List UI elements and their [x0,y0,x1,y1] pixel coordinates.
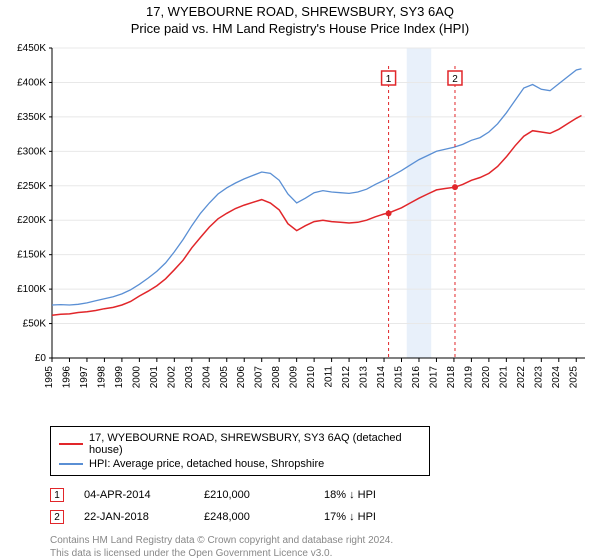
svg-text:2009: 2009 [289,366,300,389]
title-block: 17, WYEBOURNE ROAD, SHREWSBURY, SY3 6AQ … [0,0,600,38]
svg-text:£100K: £100K [17,284,46,295]
svg-text:1: 1 [386,74,392,85]
svg-text:2023: 2023 [533,366,544,389]
svg-text:£50K: £50K [23,319,47,330]
svg-text:2015: 2015 [394,366,405,389]
svg-text:2008: 2008 [271,366,282,389]
svg-text:2002: 2002 [166,366,177,389]
svg-text:2019: 2019 [463,366,474,389]
svg-text:£300K: £300K [17,146,46,157]
svg-text:2012: 2012 [341,366,352,389]
marker-badge-1: 1 [50,488,64,502]
svg-text:2006: 2006 [236,366,247,389]
legend-row-hpi: HPI: Average price, detached house, Shro… [59,457,421,471]
svg-text:£150K: £150K [17,250,46,261]
svg-text:1997: 1997 [79,366,90,389]
svg-text:1998: 1998 [96,366,107,389]
svg-text:£450K: £450K [17,43,46,54]
footer: Contains HM Land Registry data © Crown c… [50,534,600,560]
svg-text:2010: 2010 [306,366,317,389]
marker-row-1: 1 04-APR-2014 £210,000 18% ↓ HPI [50,484,600,506]
chart-area: £0 £50K £100K £150K £200K £250K £300K £350K £400… [0,38,600,420]
legend-box: 17, WYEBOURNE ROAD, SHREWSBURY, SY3 6AQ … [50,426,430,476]
chart-title: 17, WYEBOURNE ROAD, SHREWSBURY, SY3 6AQ [0,4,600,19]
marker-delta-2: 17% ↓ HPI [324,511,424,523]
svg-text:£200K: £200K [17,215,46,226]
svg-text:2007: 2007 [254,366,265,389]
svg-text:2004: 2004 [201,366,212,389]
marker-price-1: £210,000 [204,489,304,501]
legend-swatch-hpi [59,463,83,465]
svg-text:2003: 2003 [184,366,195,389]
marker-date-1: 04-APR-2014 [84,489,184,501]
svg-text:£400K: £400K [17,77,46,88]
legend-label-hpi: HPI: Average price, detached house, Shro… [89,458,324,470]
svg-text:2: 2 [452,74,458,85]
svg-text:2022: 2022 [516,366,527,389]
svg-text:2016: 2016 [411,366,422,389]
marker-row-2: 2 22-JAN-2018 £248,000 17% ↓ HPI [50,506,600,528]
marker-delta-1: 18% ↓ HPI [324,489,424,501]
chart-svg: £0 £50K £100K £150K £200K £250K £300K £350K £400… [0,38,600,428]
svg-text:£0: £0 [35,353,47,364]
legend-label-property: 17, WYEBOURNE ROAD, SHREWSBURY, SY3 6AQ … [89,432,421,456]
svg-text:£250K: £250K [17,181,46,192]
svg-text:2014: 2014 [376,366,387,389]
svg-text:1995: 1995 [44,366,55,389]
marker-price-2: £248,000 [204,511,304,523]
footer-line-2: This data is licensed under the Open Gov… [50,547,600,560]
svg-text:2017: 2017 [428,366,439,389]
svg-text:2000: 2000 [131,366,142,389]
svg-text:2013: 2013 [359,366,370,389]
svg-text:2024: 2024 [551,366,562,389]
svg-text:£350K: £350K [17,112,46,123]
svg-text:1996: 1996 [61,366,72,389]
svg-text:2021: 2021 [498,366,509,389]
chart-container: 17, WYEBOURNE ROAD, SHREWSBURY, SY3 6AQ … [0,0,600,560]
legend-swatch-property [59,443,83,445]
svg-text:2025: 2025 [568,366,579,389]
chart-subtitle: Price paid vs. HM Land Registry's House … [0,21,600,36]
svg-text:2018: 2018 [446,366,457,389]
svg-text:1999: 1999 [114,366,125,389]
marker-table: 1 04-APR-2014 £210,000 18% ↓ HPI 2 22-JA… [50,484,600,528]
svg-text:2001: 2001 [149,366,160,389]
svg-text:2011: 2011 [324,366,335,388]
marker-badge-2: 2 [50,510,64,524]
legend-row-property: 17, WYEBOURNE ROAD, SHREWSBURY, SY3 6AQ … [59,431,421,457]
footer-line-1: Contains HM Land Registry data © Crown c… [50,534,600,547]
marker-date-2: 22-JAN-2018 [84,511,184,523]
svg-text:2020: 2020 [481,366,492,389]
svg-text:2005: 2005 [219,366,230,389]
